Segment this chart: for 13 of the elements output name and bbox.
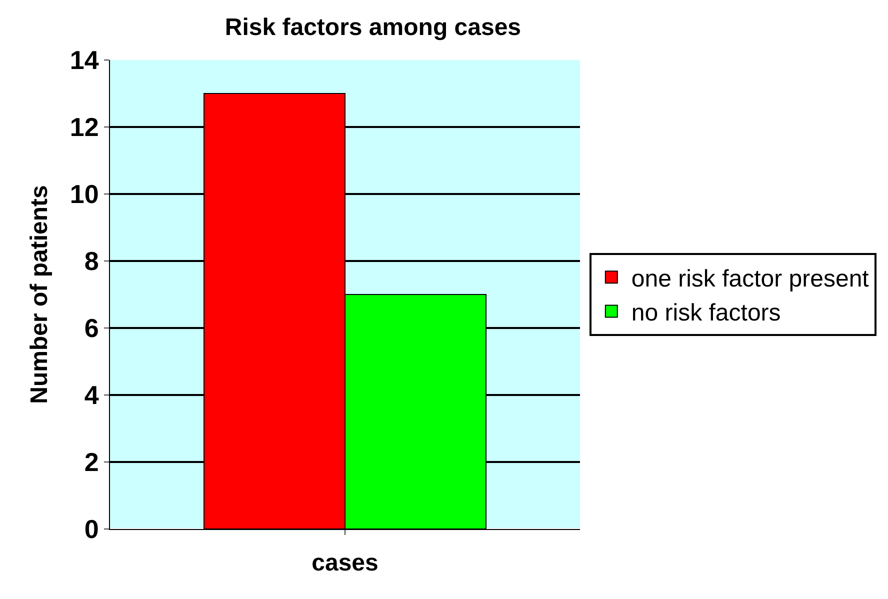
y-tick-label: 14 xyxy=(70,45,100,76)
y-tick-label: 4 xyxy=(84,380,100,410)
legend-label: no risk factors xyxy=(631,300,781,327)
y-tick-label: 2 xyxy=(84,447,99,478)
chart-title: Risk factors among cases xyxy=(224,14,522,41)
legend-label: one risk factor present xyxy=(631,265,870,292)
y-tick-label: 8 xyxy=(84,246,99,276)
y-tick-label: 6 xyxy=(84,313,99,344)
y-tick-label: 0 xyxy=(84,514,99,544)
x-axis-title: cases xyxy=(312,550,378,577)
y-tick-label: 10 xyxy=(70,179,99,210)
y-axis-title: Number of patients xyxy=(26,185,53,404)
y-tick-label: 12 xyxy=(70,112,99,142)
